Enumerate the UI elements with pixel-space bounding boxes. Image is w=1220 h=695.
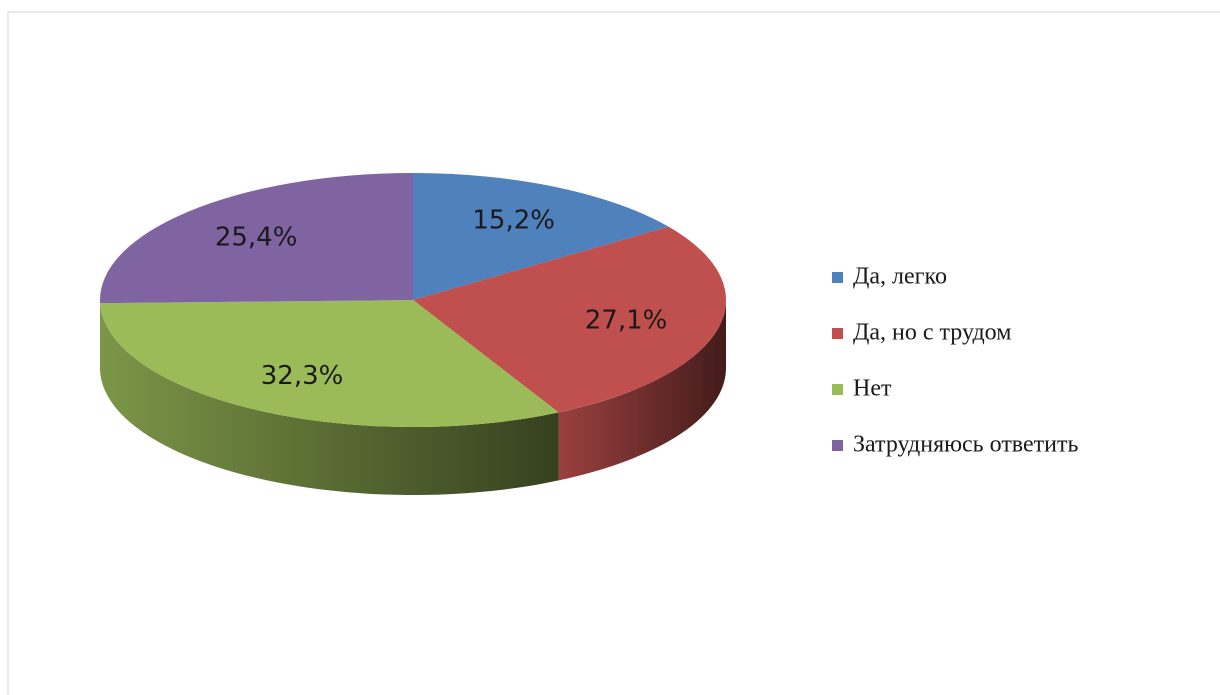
data-label: 32,3% bbox=[261, 361, 344, 391]
slice bbox=[99, 173, 413, 304]
legend-label: Да, но с трудом bbox=[853, 320, 1011, 346]
data-label: 15,2% bbox=[472, 206, 555, 236]
slice bbox=[100, 300, 559, 427]
legend-label: Да, легко bbox=[853, 264, 947, 290]
data-label: 25,4% bbox=[215, 222, 298, 252]
legend-swatch bbox=[832, 384, 843, 395]
slice-side bbox=[100, 303, 559, 496]
slice-side bbox=[558, 300, 726, 481]
legend-swatch bbox=[832, 440, 843, 451]
legend-label: Нет bbox=[853, 376, 892, 402]
slice bbox=[413, 173, 669, 300]
legend-label: Затрудняюсь ответить bbox=[853, 432, 1078, 458]
data-label: 27,1% bbox=[585, 305, 668, 335]
legend-swatch bbox=[832, 328, 843, 339]
legend-swatch bbox=[832, 272, 843, 283]
slice bbox=[413, 226, 726, 413]
